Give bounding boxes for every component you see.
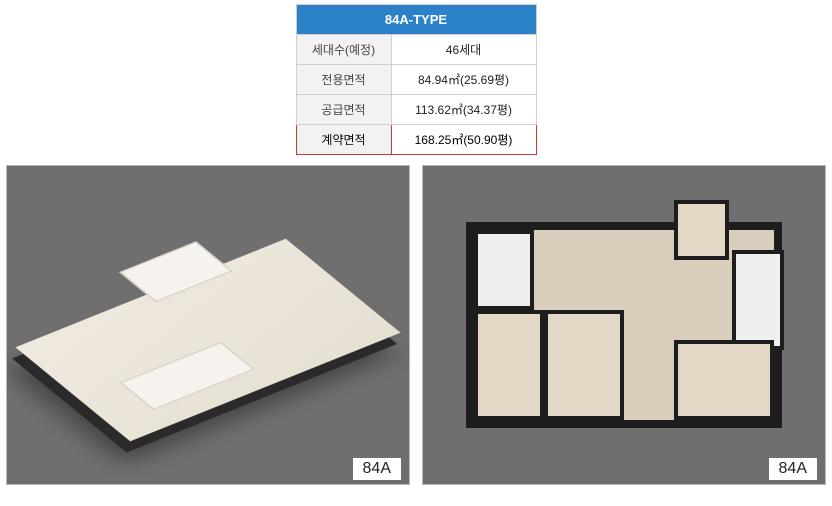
row-value: 168.25㎡(50.90평) [391, 125, 536, 155]
room [544, 310, 624, 420]
row-value: 84.94㎡(25.69평) [391, 65, 536, 95]
unit-info-table: 84A-TYPE 세대수(예정) 46세대 전용면적 84.94㎡(25.69평… [296, 4, 537, 155]
floorplan-isometric-panel: 84A [6, 165, 410, 485]
row-value: 113.62㎡(34.37평) [391, 95, 536, 125]
table-row-highlight: 계약면적 168.25㎡(50.90평) [296, 125, 536, 155]
row-label: 공급면적 [296, 95, 391, 125]
room [474, 230, 534, 310]
room [674, 340, 774, 420]
isometric-floorplan-graphic [15, 239, 400, 442]
floorplan-top-panel: 84A [422, 165, 826, 485]
row-label: 전용면적 [296, 65, 391, 95]
floorplan-panels: 84A 84A [0, 165, 832, 485]
table-header: 84A-TYPE [296, 5, 536, 35]
room [732, 250, 784, 350]
row-label: 계약면적 [296, 125, 391, 155]
table-row: 공급면적 113.62㎡(34.37평) [296, 95, 536, 125]
row-label: 세대수(예정) [296, 35, 391, 65]
table-row: 세대수(예정) 46세대 [296, 35, 536, 65]
top-down-floorplan-graphic [474, 230, 774, 420]
row-value: 46세대 [391, 35, 536, 65]
room [674, 200, 729, 260]
table-row: 전용면적 84.94㎡(25.69평) [296, 65, 536, 95]
panel-caption: 84A [769, 458, 817, 480]
room [474, 310, 544, 420]
panel-caption: 84A [353, 458, 401, 480]
